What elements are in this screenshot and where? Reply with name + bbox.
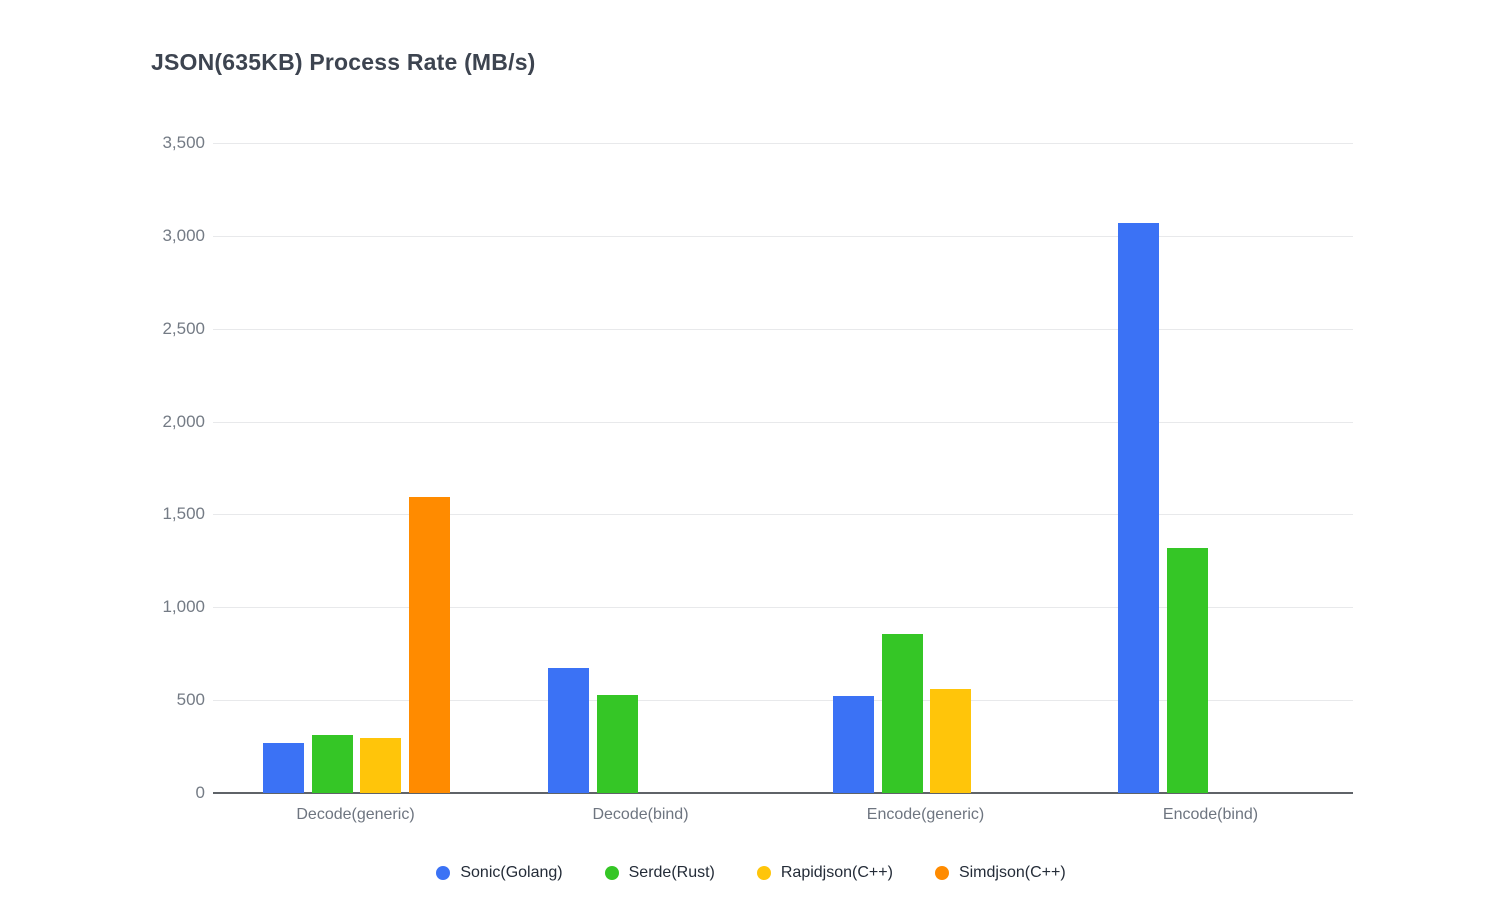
y-axis-tick-label: 1,500 bbox=[162, 504, 205, 524]
y-axis-tick-label: 0 bbox=[195, 783, 205, 802]
y-axis-tick-label: 3,000 bbox=[162, 225, 205, 245]
legend-item-serde: Serde(Rust) bbox=[604, 864, 715, 882]
gridline bbox=[213, 514, 1353, 516]
bar-sonic-encodegeneric bbox=[833, 696, 874, 793]
legend-dot-icon bbox=[756, 866, 771, 880]
y-axis-tick-label: 2,500 bbox=[162, 318, 205, 338]
gridline bbox=[213, 235, 1353, 237]
gridline bbox=[213, 143, 1353, 144]
legend-dot-icon bbox=[934, 866, 949, 880]
y-axis-tick-label: 3,500 bbox=[162, 133, 205, 152]
legend-dot-icon bbox=[604, 866, 619, 880]
legend-label: Serde(Rust) bbox=[628, 864, 715, 881]
x-axis-category-label: Encode(generic) bbox=[866, 806, 985, 823]
x-axis-category-label: Encode(bind) bbox=[1162, 806, 1259, 823]
legend-item-rapidjson: Rapidjson(C++) bbox=[756, 864, 893, 882]
x-axis-category-label: Decode(bind) bbox=[592, 806, 689, 823]
y-axis-tick-label: 500 bbox=[176, 690, 205, 710]
bar-serde-encodebind bbox=[1166, 548, 1208, 793]
legend-item-sonic: Sonic(Golang) bbox=[436, 864, 563, 882]
bar-simdjson-decodegeneric bbox=[408, 497, 450, 793]
chart-title: JSON(635KB) Process Rate (MB/s) bbox=[151, 49, 536, 75]
bar-rapidjson-decodegeneric bbox=[360, 738, 402, 793]
bar-serde-encodegeneric bbox=[881, 633, 923, 793]
bar-serde-decodegeneric bbox=[311, 734, 353, 793]
gridline bbox=[213, 607, 1353, 609]
legend-label: Rapidjson(C++) bbox=[780, 864, 893, 881]
y-axis-tick-label: 2,000 bbox=[162, 411, 205, 431]
x-axis-category-label: Decode(generic) bbox=[296, 806, 415, 823]
legend-dot-icon bbox=[436, 866, 451, 880]
legend: Sonic(Golang) Serde(Rust) Rapidjson(C++) Si… bbox=[0, 864, 1502, 882]
gridline bbox=[213, 700, 1353, 702]
gridline bbox=[213, 421, 1353, 423]
bar-rapidjson-encodegeneric bbox=[930, 689, 972, 793]
legend-label: Simdjson(C++) bbox=[958, 864, 1066, 881]
x-axis-line bbox=[213, 792, 1353, 794]
bar-sonic-decodebind bbox=[548, 668, 589, 793]
bar-sonic-decodegeneric bbox=[263, 742, 304, 793]
bar-sonic-encodebind bbox=[1118, 222, 1159, 793]
legend-label: Sonic(Golang) bbox=[460, 864, 563, 881]
y-axis-tick-label: 1,000 bbox=[162, 597, 205, 617]
bar-serde-decodebind bbox=[596, 694, 638, 793]
gridline bbox=[213, 328, 1353, 330]
legend-item-simdjson: Simdjson(C++) bbox=[934, 864, 1066, 882]
